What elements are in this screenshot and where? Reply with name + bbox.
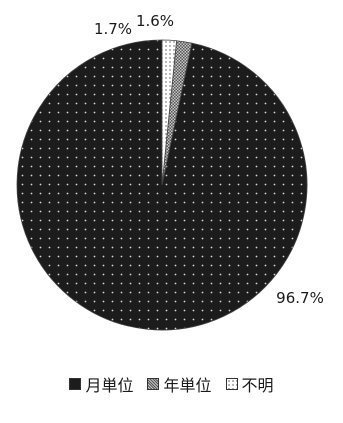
legend-item-yearly: 年単位 xyxy=(147,372,212,396)
value-label-unknown: 1.6% xyxy=(136,12,174,30)
value-label-yearly: 1.7% xyxy=(94,20,132,38)
legend-swatch-monthly xyxy=(69,378,82,390)
legend: 月単位 年単位 不明 xyxy=(0,372,343,396)
legend-item-monthly: 月単位 xyxy=(69,372,133,396)
legend-label-unknown: 不明 xyxy=(241,376,274,395)
legend-item-unknown: 不明 xyxy=(225,372,274,396)
legend-label-monthly: 月単位 xyxy=(85,376,134,395)
legend-label-yearly: 年単位 xyxy=(163,376,212,395)
legend-swatch-yearly xyxy=(147,378,160,390)
slice-unknown xyxy=(161,39,177,186)
legend-swatch-unknown xyxy=(225,378,238,390)
value-label-monthly: 96.7% xyxy=(276,289,324,307)
